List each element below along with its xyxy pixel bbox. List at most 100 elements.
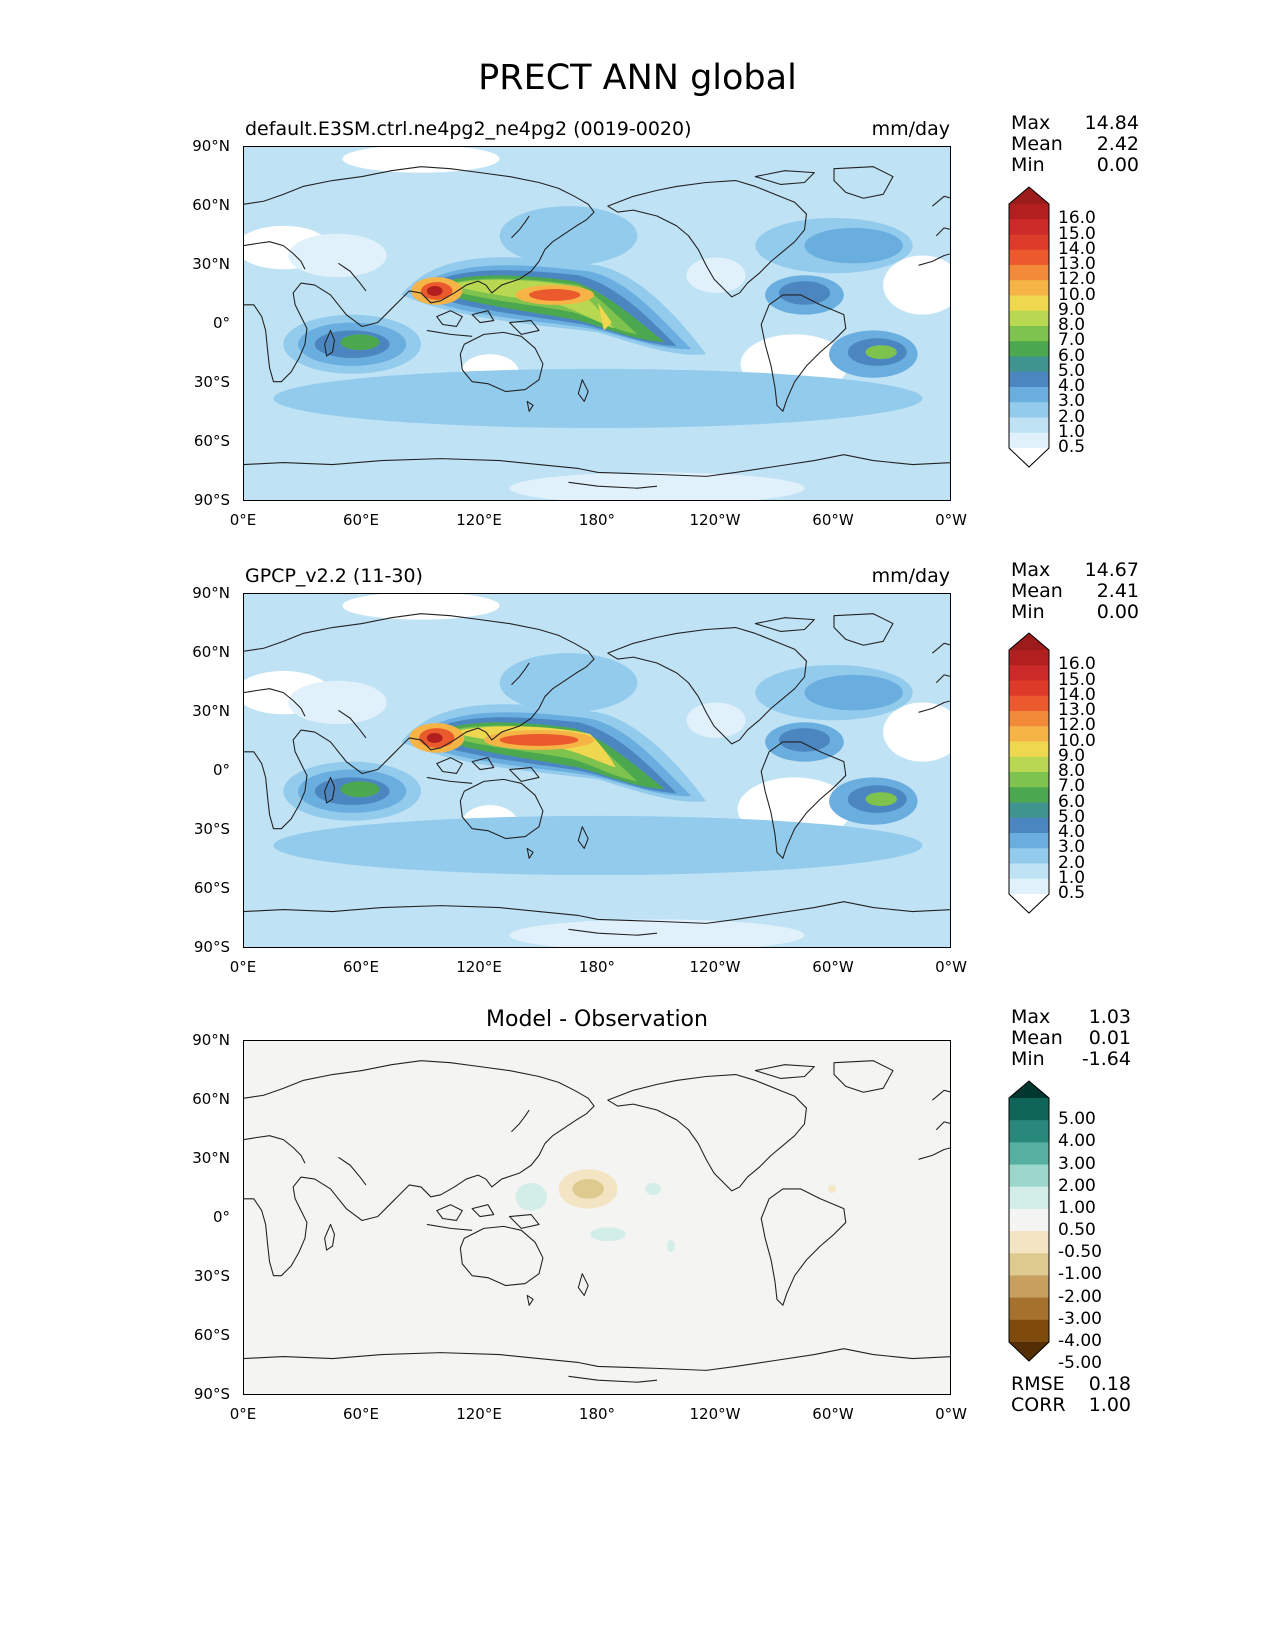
panel1-title: default.E3SM.ctrl.ne4pg2_ne4pg2 (0019-00… xyxy=(245,118,692,140)
panel2-ytick: 60°S xyxy=(193,879,230,897)
panel2-xtick: 120°W xyxy=(689,958,741,976)
panel3-ytick: 90°S xyxy=(193,1385,230,1403)
panel2-colorbar-label: 16.0 xyxy=(1058,654,1096,675)
panel1-colorbar-label: 15.0 xyxy=(1058,223,1096,244)
panel3-colorbar-label: -1.00 xyxy=(1058,1264,1102,1285)
panel1-colorbar-label: 0.5 xyxy=(1058,437,1086,457)
panel3-corr: CORR 1.00 xyxy=(1011,1394,1131,1416)
panel2-colorbar-extend-min xyxy=(1009,894,1049,913)
panel3-ytick: 90°N xyxy=(192,1031,230,1049)
panel1-colorbar-label: 2.0 xyxy=(1058,406,1086,427)
panel2-colorbar-outline xyxy=(1008,632,1050,914)
figure-title: PRECT ANN global xyxy=(478,58,797,98)
panel3-stat-min: Min -1.64 xyxy=(1011,1048,1131,1070)
panel2-colorbar-label: 3.0 xyxy=(1058,837,1086,858)
panel2-colorbar-label: 0.5 xyxy=(1058,883,1086,903)
panel3-xtick: 60°W xyxy=(812,1405,854,1423)
panel1-colorbar-label: 3.0 xyxy=(1058,391,1086,412)
panel2-xtick: 60°E xyxy=(342,958,380,976)
panel2-ytick: 30°S xyxy=(193,820,230,838)
panel3-colorbar-swatch xyxy=(1009,1253,1049,1276)
panel2-xtick: 0°W xyxy=(935,958,967,976)
panel3-ytick: 60°S xyxy=(193,1326,230,1344)
panel2-colorbar-swatch xyxy=(1009,665,1049,681)
panel2-colorbar xyxy=(1008,632,1050,914)
panel1-colorbar-swatch xyxy=(1009,234,1049,251)
panel1-colorbar-label: 1.0 xyxy=(1058,421,1086,442)
panel3-colorbar-extend-min xyxy=(1009,1342,1049,1361)
panel1-xtick: 120°E xyxy=(456,511,502,529)
panel1-stat-min: Min 0.00 xyxy=(1011,154,1139,176)
panel2-ytick: 60°N xyxy=(192,643,230,661)
panel3-title: Model - Observation xyxy=(486,1007,708,1032)
panel2-colorbar-swatch xyxy=(1009,787,1049,803)
panel3-colorbar-swatch xyxy=(1009,1231,1049,1254)
panel2-colorbar-label: 9.0 xyxy=(1058,745,1086,766)
panel1-ytick: 90°N xyxy=(192,137,230,155)
panel1-colorbar-label: 7.0 xyxy=(1058,330,1086,351)
panel2-stat-min: Min 0.00 xyxy=(1011,601,1139,623)
panel1-ytick: 0° xyxy=(212,314,230,332)
panel1-ytick: 30°S xyxy=(193,373,230,391)
panel1-xtick: 0°E xyxy=(229,511,257,529)
panel2-ytick: 0° xyxy=(212,761,230,779)
panel1-units: mm/day xyxy=(871,118,950,140)
panel1-xtick: 0°W xyxy=(935,511,967,529)
panel1-colorbar-swatch xyxy=(1009,402,1049,418)
panel3-colorbar-label: 0.50 xyxy=(1058,1220,1096,1241)
panel1-colorbar-extend-max xyxy=(1009,187,1049,204)
panel1-colorbar-label: 5.0 xyxy=(1058,360,1086,381)
panel2-colorbar-swatch xyxy=(1009,650,1049,666)
panel1-colorbar-swatch xyxy=(1009,249,1049,266)
panel2-colorbar-swatch xyxy=(1009,680,1049,697)
panel1-ytick: 60°S xyxy=(193,432,230,450)
panel1-xtick: 60°E xyxy=(342,511,380,529)
panel3-colorbar-swatch xyxy=(1009,1120,1049,1143)
panel2-map xyxy=(243,593,951,948)
panel2-colorbar-label: 7.0 xyxy=(1058,776,1086,797)
panel2-xtick: 0°E xyxy=(229,958,257,976)
panel1-xtick: 120°W xyxy=(689,511,741,529)
panel3-colorbar-label: -5.00 xyxy=(1058,1353,1102,1374)
panel3-colorbar-outline xyxy=(1008,1080,1050,1362)
panel1-colorbar-swatch xyxy=(1009,371,1049,388)
panel2-colorbar-swatch xyxy=(1009,878,1049,895)
panel3-colorbar-label: 2.00 xyxy=(1058,1175,1096,1196)
panel2-colorbar-label: 6.0 xyxy=(1058,791,1086,812)
panel3-colorbar-extend-max xyxy=(1009,1081,1049,1098)
panel1-colorbar-extend-min xyxy=(1009,448,1049,467)
panel1-stat-mean: Mean 2.42 xyxy=(1011,133,1139,155)
panel2-colorbar-swatch xyxy=(1009,711,1049,727)
panel1-ytick: 30°N xyxy=(192,255,230,273)
panel2-colorbar-swatch xyxy=(1009,802,1049,819)
panel2-units: mm/day xyxy=(871,565,950,587)
panel1-colorbar-swatch xyxy=(1009,417,1049,434)
panel1-stat-max: Max 14.84 xyxy=(1011,112,1139,134)
panel3-colorbar-swatch xyxy=(1009,1164,1049,1188)
panel1-colorbar-label: 8.0 xyxy=(1058,315,1086,335)
panel1-colorbar-label: 10.0 xyxy=(1058,284,1096,305)
panel1-xtick: 60°W xyxy=(812,511,854,529)
panel2-colorbar-swatch xyxy=(1009,772,1049,788)
panel2-ytick: 90°N xyxy=(192,584,230,602)
panel1-map xyxy=(243,146,951,501)
panel2-colorbar-swatch xyxy=(1009,848,1049,864)
panel2-colorbar-label: 4.0 xyxy=(1058,822,1086,842)
panel2-colorbar-label: 8.0 xyxy=(1058,761,1086,781)
panel1-xtick: 180° xyxy=(578,511,616,529)
panel2-ytick: 90°S xyxy=(193,938,230,956)
panel1-colorbar-swatch xyxy=(1009,219,1049,235)
panel3-xtick: 0°E xyxy=(229,1405,257,1423)
panel2-title: GPCP_v2.2 (11-30) xyxy=(245,565,423,587)
panel2-colorbar-label: 14.0 xyxy=(1058,684,1096,705)
panel2-stat-mean: Mean 2.41 xyxy=(1011,580,1139,602)
panel2-colorbar-swatch xyxy=(1009,833,1049,849)
panel2-colorbar-swatch xyxy=(1009,756,1049,773)
panel3-colorbar-swatch xyxy=(1009,1275,1049,1299)
panel1-colorbar-label: 4.0 xyxy=(1058,376,1086,396)
panel1-ytick: 60°N xyxy=(192,196,230,214)
panel2-colorbar-swatch xyxy=(1009,863,1049,880)
panel3-colorbar-label: 5.00 xyxy=(1058,1109,1096,1130)
panel3-ytick: 60°N xyxy=(192,1090,230,1108)
panel3-colorbar-swatch xyxy=(1009,1208,1049,1232)
